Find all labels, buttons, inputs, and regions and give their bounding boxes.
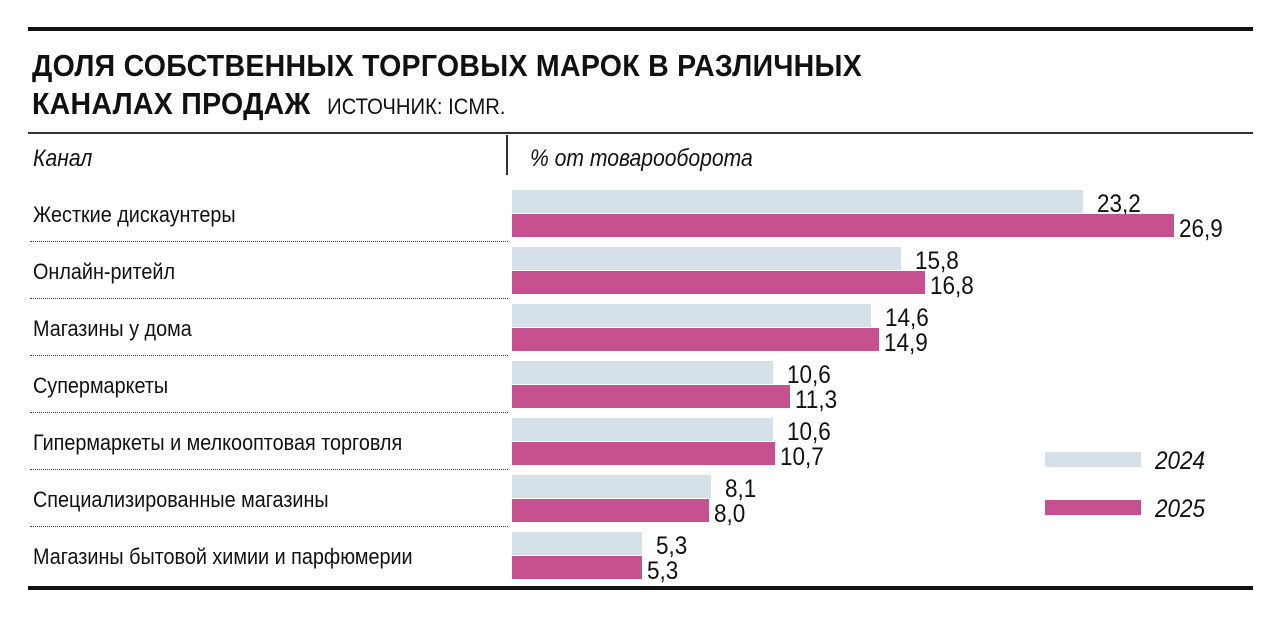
bar-2025: [512, 385, 791, 408]
value-label-2024: 14,6: [885, 304, 930, 332]
row-separator: [30, 355, 508, 356]
bar-2024: [512, 418, 773, 441]
legend-label-2024: 2024: [1155, 447, 1206, 475]
value-label-2025: 16,8: [930, 272, 975, 300]
value-label-2024: 23,2: [1096, 190, 1141, 218]
bar-2024: [512, 304, 872, 327]
bottom-rule: [28, 586, 1253, 590]
bar-2024: [512, 361, 773, 384]
value-label-2025: 26,9: [1179, 215, 1223, 243]
row-separator: [30, 526, 508, 527]
bar-2025: [512, 214, 1174, 237]
bar-2025: [512, 499, 709, 522]
value-label-2025: 14,9: [883, 329, 928, 357]
bar-2025: [512, 442, 776, 465]
value-label-2025: 11,3: [795, 386, 838, 414]
category-label: Супермаркеты: [33, 373, 169, 398]
category-label: Онлайн-ритейл: [33, 259, 176, 284]
value-label-2024: 5,3: [656, 532, 688, 560]
row-separator: [30, 241, 508, 242]
value-label-2025: 8,0: [713, 500, 746, 528]
category-label: Магазины у дома: [33, 316, 192, 341]
legend-label-2025: 2025: [1155, 495, 1206, 523]
bar-2025: [512, 271, 926, 294]
chart-title-line2-text: КАНАЛАХ ПРОДАЖ: [32, 86, 311, 121]
value-header: % от товарооборота: [530, 145, 753, 172]
bar-2025: [512, 328, 879, 351]
bar-2024: [512, 190, 1083, 213]
row-separator: [30, 469, 508, 470]
value-label-2024: 10,6: [786, 418, 831, 446]
value-label-2024: 10,6: [786, 361, 831, 389]
row-separator: [30, 412, 508, 413]
header-rule: [28, 132, 1253, 134]
legend-swatch-2024: [1045, 452, 1141, 467]
value-label-2025: 5,3: [647, 557, 679, 585]
category-label: Гипермаркеты и мелкооптовая торговля: [33, 430, 403, 455]
value-label-2024: 15,8: [914, 247, 959, 275]
chart-title-line1: ДОЛЯ СОБСТВЕННЫХ ТОРГОВЫХ МАРОК В РАЗЛИЧ…: [32, 48, 863, 83]
category-header: Канал: [33, 145, 93, 172]
bar-2024: [512, 247, 901, 270]
category-label: Жесткие дискаунтеры: [33, 202, 236, 227]
value-label-2024: 8,1: [725, 475, 757, 503]
value-label-2025: 10,7: [780, 443, 825, 471]
bar-2024: [512, 532, 643, 555]
chart-title-line2: КАНАЛАХ ПРОДАЖ ИСТОЧНИК: ICMR.: [32, 86, 505, 122]
top-rule: [28, 27, 1253, 31]
header-divider: [506, 135, 508, 175]
category-label: Специализированные магазины: [33, 487, 329, 512]
row-separator: [30, 298, 508, 299]
source-note: ИСТОЧНИК: ICMR.: [327, 94, 506, 119]
category-label: Магазины бытовой химии и парфюмерии: [33, 544, 413, 569]
legend-swatch-2025: [1045, 500, 1141, 515]
bar-2025: [512, 556, 643, 579]
bar-2024: [512, 475, 712, 498]
